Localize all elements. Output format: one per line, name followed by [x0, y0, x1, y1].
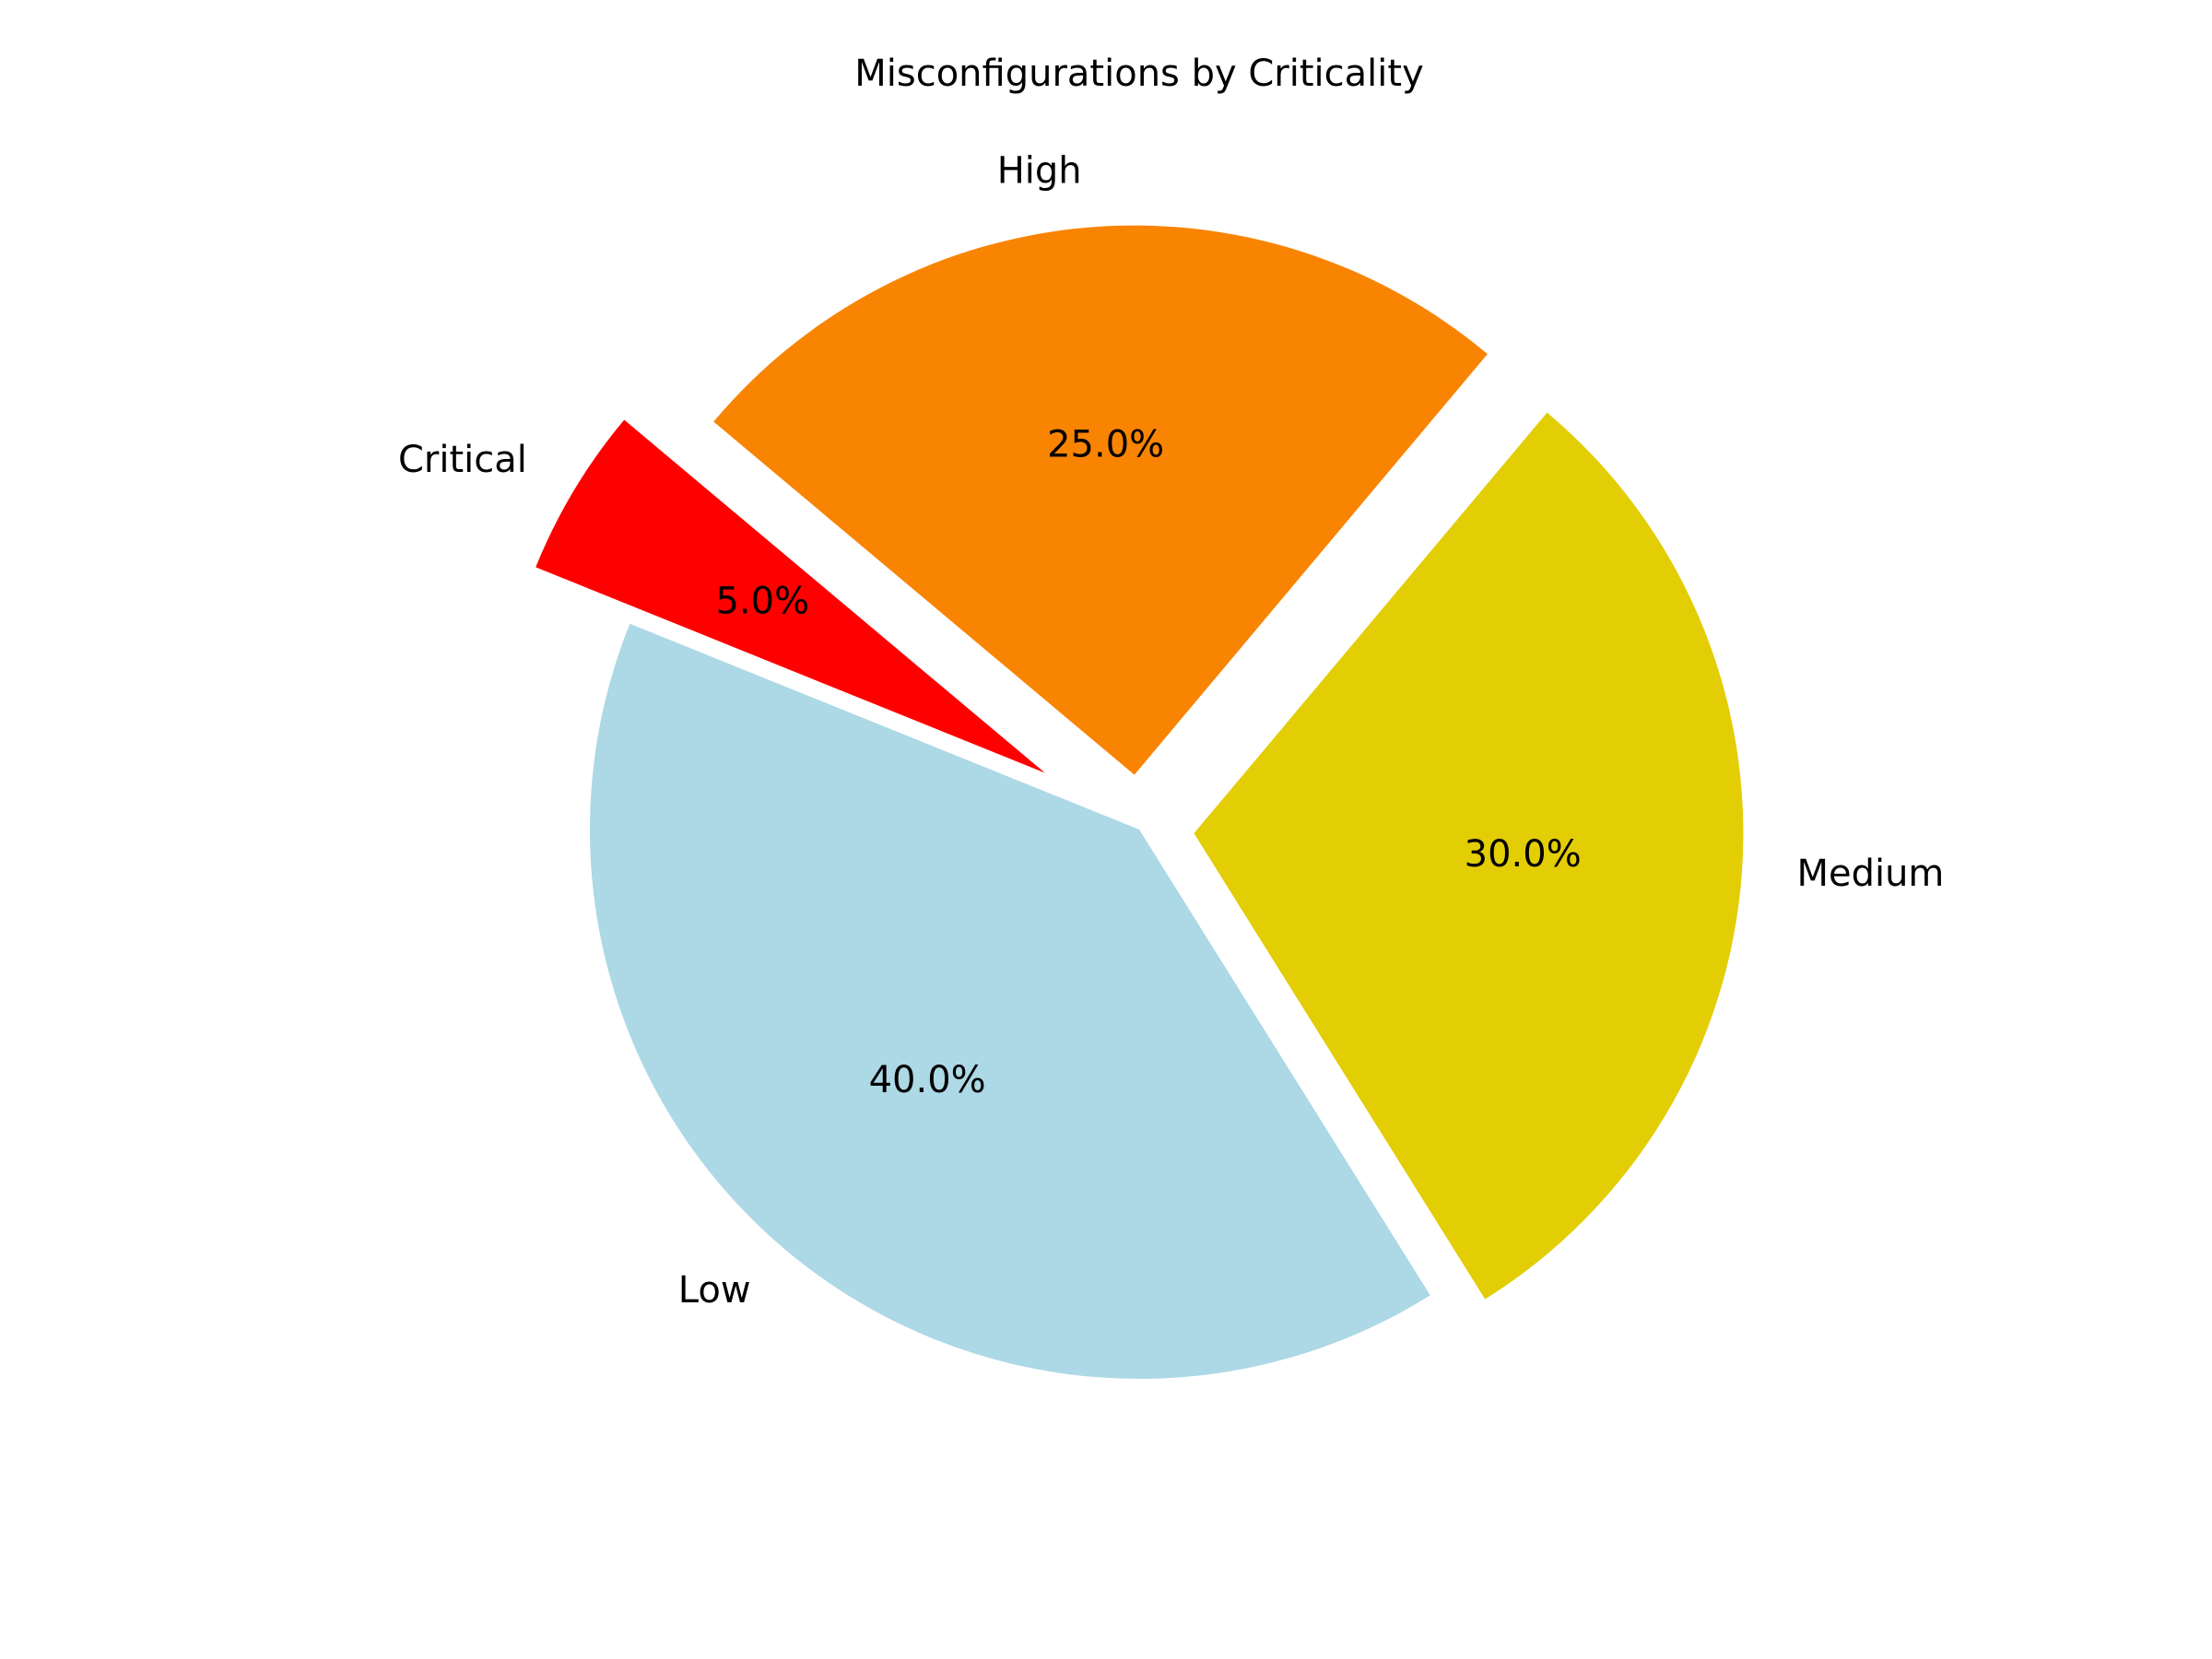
pie-labels: Critical 5.0% Low 40.0% Medium 30.0% High 25.0% — [398, 150, 1944, 1312]
pie-slice-medium — [1194, 412, 1744, 1300]
pie-slices — [535, 225, 1744, 1379]
pie-slice-critical — [535, 419, 1045, 773]
pie-slice-low — [590, 623, 1430, 1379]
pct-label-critical: 5.0% — [715, 580, 809, 622]
pct-label-medium: 30.0% — [1465, 833, 1582, 876]
pct-label-high: 25.0% — [1047, 423, 1164, 465]
slice-label-medium: Medium — [1796, 853, 1944, 895]
slice-label-low: Low — [678, 1269, 751, 1312]
slice-label-high: High — [997, 150, 1082, 193]
pct-label-low: 40.0% — [869, 1059, 986, 1101]
chart-title: Misconfigurations by Criticality — [854, 53, 1424, 95]
slice-label-critical: Critical — [398, 439, 527, 481]
pie-slice-high — [713, 225, 1488, 775]
